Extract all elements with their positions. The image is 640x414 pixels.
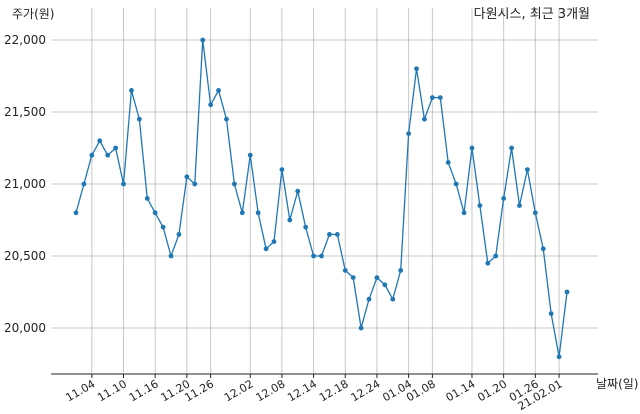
x-tick-label: 12.24 — [349, 377, 383, 404]
data-point — [493, 253, 499, 259]
data-point — [406, 131, 412, 137]
data-point — [136, 116, 142, 122]
data-point — [81, 181, 87, 187]
data-point — [525, 167, 530, 173]
data-point — [144, 196, 150, 201]
data-point — [366, 296, 372, 302]
data-point — [224, 116, 229, 122]
data-point — [89, 152, 95, 158]
x-axis-title: 날짜(일) — [596, 377, 638, 391]
x-tick-label: 11.16 — [127, 377, 161, 404]
data-point — [168, 253, 174, 259]
x-tick-label: 12.08 — [254, 377, 288, 404]
data-point — [105, 152, 111, 158]
y-axis-title: 주가(원) — [12, 7, 54, 21]
price-points — [73, 37, 570, 360]
data-point — [517, 203, 522, 209]
data-point — [390, 296, 396, 302]
data-point — [437, 95, 443, 100]
data-point — [176, 232, 182, 237]
data-point — [350, 275, 356, 280]
data-point — [184, 174, 190, 180]
x-tick-label: 11.04 — [64, 377, 98, 404]
data-point — [287, 217, 293, 223]
x-tick-label: 12.14 — [285, 377, 319, 404]
data-point — [121, 181, 126, 187]
data-point — [192, 181, 198, 187]
data-point — [160, 224, 166, 230]
data-point — [556, 354, 562, 360]
data-point — [509, 145, 514, 151]
data-point — [327, 232, 332, 237]
data-point — [358, 325, 364, 331]
data-point — [113, 145, 118, 151]
data-point — [311, 253, 316, 259]
data-point — [239, 210, 245, 216]
data-point — [461, 210, 467, 216]
chart-title: 다원시스, 최근 3개월 — [474, 7, 590, 22]
data-point — [445, 160, 451, 165]
data-point — [453, 181, 459, 187]
data-point — [564, 289, 570, 295]
data-point — [429, 95, 435, 100]
data-point — [469, 145, 475, 151]
data-point — [73, 210, 79, 216]
data-point — [200, 37, 206, 43]
data-point — [501, 196, 507, 201]
data-point — [247, 152, 253, 158]
data-point — [208, 102, 214, 108]
y-tick-label: 21,500 — [4, 105, 46, 119]
data-point — [263, 246, 269, 252]
y-tick-label: 20,000 — [4, 321, 46, 335]
x-tick-label: 01.20 — [475, 377, 509, 404]
y-tick-label: 20,500 — [4, 249, 46, 263]
data-point — [342, 268, 348, 273]
data-point — [374, 275, 380, 280]
x-tick-label: 11.10 — [95, 377, 129, 404]
data-point — [532, 210, 538, 216]
data-point — [295, 188, 301, 194]
grid-lines — [51, 8, 598, 374]
data-point — [414, 66, 419, 72]
data-point — [548, 311, 554, 316]
x-tick-label: 01.14 — [444, 377, 478, 404]
data-point — [422, 116, 427, 122]
data-point — [97, 138, 103, 144]
x-tick-label: 12.02 — [222, 377, 256, 404]
data-point — [279, 167, 285, 173]
data-point — [398, 268, 404, 273]
data-point — [382, 282, 388, 288]
data-point — [303, 224, 309, 230]
x-tick-label: 12.18 — [317, 377, 351, 404]
data-point — [477, 203, 483, 209]
data-point — [152, 210, 158, 216]
data-point — [255, 210, 261, 216]
data-point — [319, 253, 324, 259]
data-point — [334, 232, 340, 237]
y-axis: 20,000 20,500 21,000 21,500 22,000 — [4, 33, 46, 335]
data-point — [231, 181, 237, 187]
data-point — [129, 88, 134, 93]
data-point — [485, 260, 491, 266]
data-point — [540, 246, 546, 252]
data-point — [216, 88, 221, 93]
y-tick-label: 22,000 — [4, 33, 46, 47]
y-tick-label: 21,000 — [4, 177, 46, 191]
data-point — [271, 239, 277, 245]
